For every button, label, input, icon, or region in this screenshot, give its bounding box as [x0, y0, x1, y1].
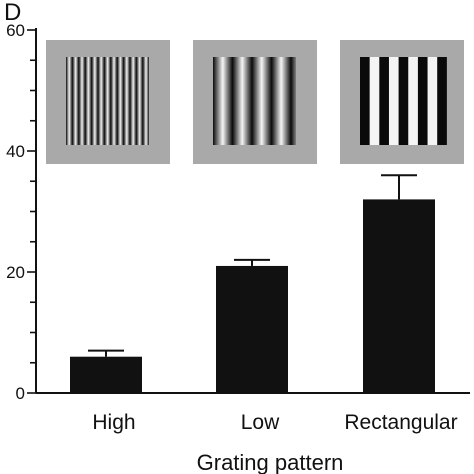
y-tick-label: 40: [6, 142, 25, 161]
x-axis-title: Grating pattern: [197, 450, 344, 474]
bar-high: [70, 356, 142, 393]
x-axis-labels: High Low Rectangular: [92, 411, 457, 434]
grating-pattern: [360, 57, 447, 145]
x-tick-label: Low: [241, 411, 280, 434]
bars: [70, 174, 435, 393]
x-tick-label: Rectangular: [344, 411, 457, 434]
y-tick-label: 20: [6, 263, 25, 282]
y-tick-label: 0: [16, 384, 25, 403]
stimulus-inset-rectangular: [340, 40, 464, 164]
grating-pattern: [213, 57, 296, 145]
bar-low: [216, 265, 288, 393]
stimulus-inset-low: [193, 40, 317, 164]
stimulus-insets: [46, 40, 464, 164]
grating-pattern: [66, 57, 149, 145]
panel-label: D: [4, 0, 21, 26]
bar-rectangular: [363, 199, 435, 393]
x-tick-label: High: [92, 411, 135, 434]
y-tick-label: 60: [6, 21, 25, 40]
stimulus-inset-high: [46, 40, 170, 164]
